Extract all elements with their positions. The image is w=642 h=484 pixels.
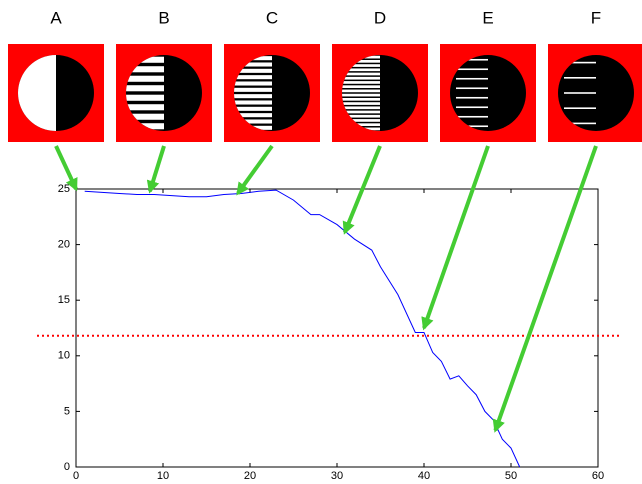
stripe [564,92,596,94]
stripe [564,107,596,109]
stripe [126,94,164,101]
stripe [564,77,596,79]
stripe [126,85,164,92]
y-tick-label: 25 [58,183,70,195]
y-tick-label: 20 [58,239,70,251]
stripe [456,106,488,109]
panel-disc [450,55,526,131]
stripe [342,64,380,67]
stripe [342,89,380,93]
stripe [234,68,272,73]
x-tick-label: 30 [331,470,343,482]
stripe [234,119,272,124]
annotation-arrow [236,144,274,196]
stripe [234,100,272,105]
stripe [342,72,380,76]
panel-label: A [50,8,62,27]
stripe [456,77,488,80]
annotation-arrow [342,145,382,235]
panel-disc [234,55,310,131]
panel-label: D [374,8,386,27]
stripe [456,68,488,71]
panel-half [456,58,488,128]
annotation-arrow [421,145,490,331]
image-panel [440,44,536,142]
panel-disc [126,55,202,131]
annotation-arrow [492,145,598,433]
stripe [456,87,488,90]
y-tick-label: 15 [58,294,70,306]
x-tick-label: 50 [505,470,517,482]
stripe [126,104,164,111]
stripe [126,75,164,82]
annotation-arrow [54,145,78,192]
stripe [342,76,380,80]
stripe [234,62,272,67]
stripe [234,113,272,118]
image-panel [548,44,642,142]
panel-label: B [158,8,169,27]
stripe [234,75,272,80]
y-tick-label: 5 [64,405,70,417]
plot-frame [75,188,599,468]
stripe [564,122,596,125]
annotation-arrow [146,145,166,194]
panel-half [564,61,596,125]
image-panel [116,44,212,142]
x-tick-label: 0 [73,470,79,482]
stripe [456,115,488,118]
stripe [342,119,380,122]
stripe [456,96,488,99]
x-tick-label: 10 [157,470,169,482]
stripe [342,123,380,127]
y-tick-label: 0 [64,461,70,473]
data-line [84,189,521,468]
x-tick-label: 20 [244,470,256,482]
image-panel [332,44,428,142]
x-tick-label: 60 [592,470,604,482]
stripe [342,59,380,63]
stripe [234,94,272,99]
stripe [564,61,596,64]
stripe [342,110,380,114]
stripe [234,106,272,111]
panel-label: F [591,8,601,27]
image-panel [8,44,104,142]
panel-half [456,58,488,128]
stripe [342,114,380,118]
stripe [342,85,380,89]
stripe [234,87,272,92]
stripe [456,58,488,61]
stripe [234,81,272,86]
image-panel [224,44,320,142]
stripe [342,97,380,101]
stripe [342,102,380,105]
panel-half [564,61,596,125]
y-tick-label: 10 [58,350,70,362]
panel-label: C [266,8,278,27]
stripe [342,106,380,110]
stripe [126,113,164,120]
stripe [342,93,380,97]
x-tick-label: 40 [418,470,430,482]
stripe [342,68,380,72]
stripe [342,81,380,84]
panel-label: E [482,8,493,27]
stripe [456,125,488,128]
stripe [126,66,164,73]
